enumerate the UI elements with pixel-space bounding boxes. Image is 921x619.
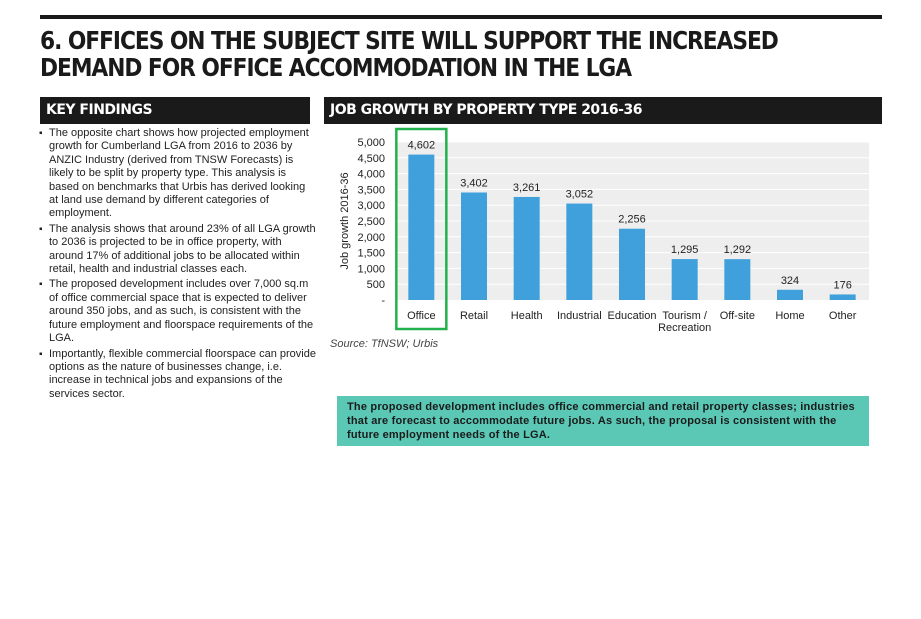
x-tick-label: Off-site [720, 310, 755, 322]
x-axis-categories: Office Retail Health Industrial Education Tou… [407, 310, 857, 334]
bar [671, 259, 698, 300]
y-axis-label: Job growth 2016-36 [339, 172, 351, 269]
data-label: 1,295 [671, 244, 699, 256]
data-label: 2,256 [618, 214, 646, 226]
finding-item: The proposed development includes over 7… [38, 278, 316, 345]
data-label: 3,261 [513, 182, 541, 194]
bar [619, 228, 645, 300]
key-findings-list: The opposite chart shows how projected e… [38, 127, 316, 403]
x-tick-label: Office [407, 310, 436, 322]
office-highlight-box [395, 127, 448, 331]
x-tick-label: Tourism / [662, 310, 708, 322]
bar [461, 192, 487, 300]
x-tick-label: Other [829, 310, 857, 322]
y-tick-label: 4,000 [357, 169, 385, 181]
bars [408, 154, 856, 300]
data-label: 1,292 [724, 244, 752, 256]
y-tick-label: 1,000 [357, 263, 385, 275]
y-tick-label: - [381, 295, 385, 307]
finding-item: Importantly, flexible commercial floorsp… [38, 348, 316, 402]
bar [513, 196, 540, 300]
x-tick-label: Home [775, 310, 804, 322]
y-tick-label: 2,000 [357, 232, 385, 244]
x-tick-label: Retail [460, 310, 488, 322]
x-tick-label: Health [511, 310, 543, 322]
x-tick-label: Recreation [658, 322, 711, 334]
data-label: 324 [781, 275, 799, 287]
data-label: 3,402 [460, 177, 488, 189]
job-growth-bar-chart: - 500 1,000 1,500 2,000 2,500 3,000 3,500 4,000 4… [339, 127, 869, 334]
callout-box: The proposed development includes office… [337, 396, 869, 446]
y-axis-ticks: - 500 1,000 1,500 2,000 2,500 3,000 3,500 4,000 4… [357, 137, 385, 307]
bar [829, 294, 856, 300]
data-labels: 4,602 3,402 3,261 3,052 2,256 1,295 1,292 324 17… [408, 140, 852, 292]
x-tick-label: Industrial [557, 310, 602, 322]
bar [777, 289, 803, 300]
data-label: 176 [833, 279, 851, 291]
top-rule [40, 15, 882, 19]
y-tick-label: 3,500 [357, 184, 385, 196]
finding-item: The opposite chart shows how projected e… [38, 127, 316, 221]
page-title: 6. OFFICES ON THE SUBJECT SITE WILL SUPP… [40, 26, 779, 82]
bar [724, 259, 751, 300]
chart-source: Source: TfNSW; Urbis [330, 338, 439, 350]
y-tick-label: 2,500 [357, 216, 385, 228]
y-tick-label: 4,500 [357, 153, 385, 165]
y-tick-label: 1,500 [357, 248, 385, 260]
finding-item: The analysis shows that around 23% of al… [38, 223, 316, 277]
y-tick-label: 5,000 [357, 137, 385, 149]
key-findings-heading: KEY FINDINGS [40, 97, 310, 124]
bar [408, 154, 435, 300]
y-tick-label: 3,000 [357, 200, 385, 212]
chart-heading: JOB GROWTH BY PROPERTY TYPE 2016-36 [324, 97, 882, 124]
bar [566, 203, 593, 300]
data-label: 4,602 [408, 140, 436, 152]
data-label: 3,052 [566, 189, 594, 201]
x-tick-label: Education [608, 310, 657, 322]
y-tick-label: 500 [367, 279, 385, 291]
